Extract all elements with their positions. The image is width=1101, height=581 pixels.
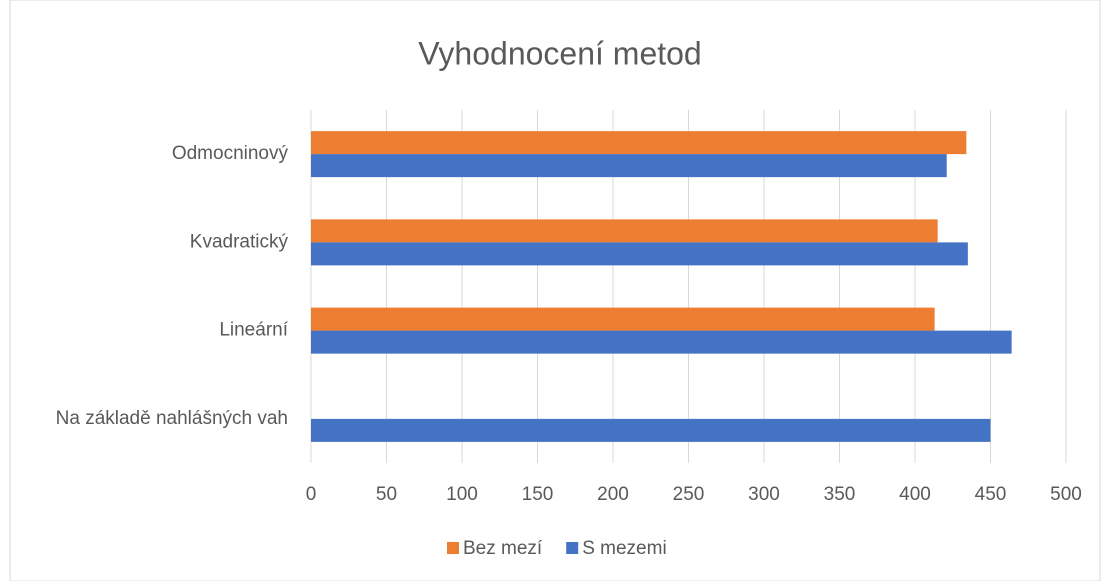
x-tick-label: 50 [376,484,397,505]
x-tick-label: 150 [522,484,554,505]
legend-label: S mezemi [582,538,666,559]
x-tick-label: 250 [673,484,705,505]
y-tick-label: Odmocninový [172,143,289,164]
bar [311,154,947,178]
bar [311,330,1012,354]
y-tick-label: Kvadratický [190,231,289,252]
x-tick-label: 0 [306,484,317,505]
bar [311,242,968,266]
y-tick-label: Na základě nahlášných vah [56,408,288,429]
legend-label: Bez mezí [463,538,543,559]
chart-frame [9,0,1101,581]
bar [311,418,991,442]
y-tick-label: Lineární [219,320,288,341]
x-tick-label: 350 [824,484,856,505]
legend-swatch [566,542,579,554]
legend-swatch [447,542,459,554]
x-tick-label: 300 [748,484,780,505]
bar [311,131,967,155]
x-tick-label: 400 [899,484,931,505]
x-tick-label: 200 [597,484,629,505]
x-tick-label: 500 [1050,484,1082,505]
bar [311,307,935,331]
x-tick-label: 100 [446,484,478,505]
bar [311,219,938,243]
x-tick-label: 450 [975,484,1007,505]
chart-title: Vyhodnocení metod [418,35,701,71]
